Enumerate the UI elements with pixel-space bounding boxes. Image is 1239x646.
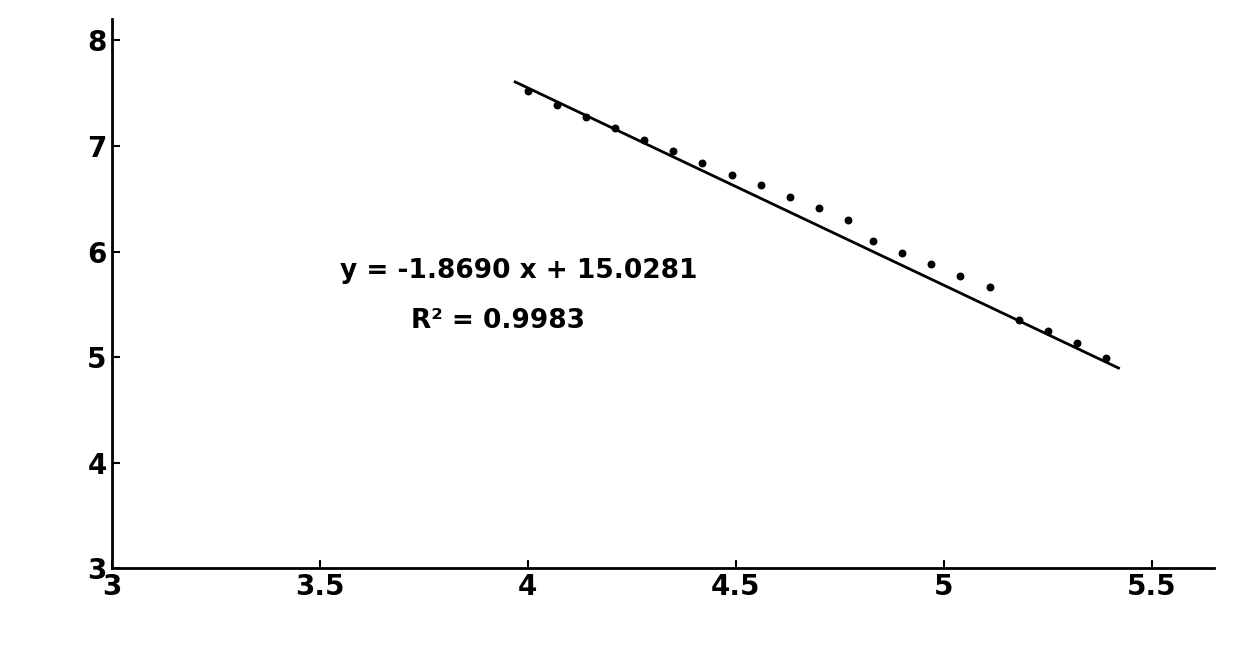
Point (1038, 326, 1058, 336)
Point (576, 111, 596, 121)
Point (751, 180, 771, 191)
Point (950, 271, 970, 281)
Point (693, 158, 712, 168)
Point (809, 203, 829, 214)
Point (663, 146, 683, 156)
Point (922, 259, 942, 269)
Point (892, 247, 912, 258)
Point (721, 169, 741, 180)
Point (1097, 353, 1116, 364)
Point (1009, 315, 1028, 326)
Point (546, 99, 566, 110)
Point (518, 86, 538, 96)
Point (1067, 337, 1087, 348)
Point (779, 192, 799, 202)
Text: y = -1.8690 x + 15.0281: y = -1.8690 x + 15.0281 (341, 258, 698, 284)
Point (980, 282, 1000, 292)
Point (864, 236, 883, 246)
Point (605, 123, 624, 133)
Text: R² = 0.9983: R² = 0.9983 (411, 307, 585, 334)
Point (838, 215, 857, 225)
Point (634, 134, 654, 145)
